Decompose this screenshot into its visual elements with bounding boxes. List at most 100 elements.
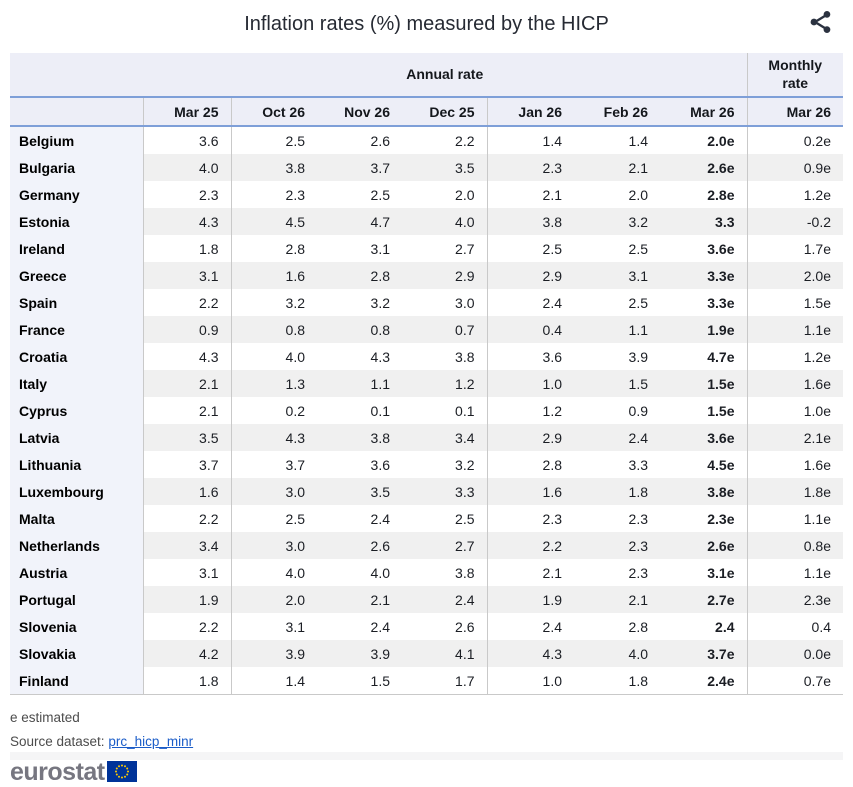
cell-annual-latest: 3.3e (660, 289, 748, 316)
cell-annual: 2.4 (574, 424, 660, 451)
table-row: Lithuania 3.7 3.7 3.6 3.2 2.8 3.3 4.5e 1… (10, 451, 843, 478)
cell-annual: 1.0 (487, 370, 574, 397)
cell-annual: 1.1 (317, 370, 402, 397)
cell-annual: 2.5 (285, 510, 305, 527)
cell-annual-latest: 3.8e (660, 478, 748, 505)
cell-annual: 2.3 (574, 532, 660, 559)
cell-annual: 2.3 (628, 510, 648, 527)
cell-annual: 0.7 (402, 316, 488, 343)
cell-annual: 1.4 (628, 132, 648, 149)
cell-annual: 3.8 (231, 154, 317, 181)
cell-annual: 3.8 (317, 424, 402, 451)
cell-annual: 2.4 (370, 510, 390, 527)
table-body: Belgium 3.6 2.5 2.6 2.2 1.4 1.4 2.0e 0.2… (10, 126, 843, 695)
cell-annual: 2.1 (143, 397, 232, 424)
cell-annual: 4.0 (574, 640, 660, 667)
table-row: Italy 2.1 1.3 1.1 1.2 1.0 1.5 1.5e 1.6e (10, 370, 843, 397)
country-label: Portugal (10, 586, 144, 613)
cell-annual: 2.5 (542, 240, 562, 257)
cell-annual: 2.4 (402, 586, 488, 613)
cell-annual: 2.2 (402, 126, 488, 154)
cell-annual: 0.4 (487, 316, 574, 343)
col-header-monthly: Mar 26 (747, 97, 843, 127)
estimated-note: e estimated (10, 710, 80, 725)
cell-annual-latest: 2.6e (660, 154, 748, 181)
cell-annual: 3.2 (574, 208, 660, 235)
cell-annual: 3.8 (487, 208, 574, 235)
cell-annual: 3.1 (285, 618, 305, 635)
eurostat-logo: eurostat (10, 758, 843, 787)
cell-annual: 3.9 (317, 640, 402, 667)
cell-annual: 1.9 (487, 586, 574, 613)
cell-monthly: 1.1e (747, 316, 843, 343)
country-label: Slovakia (10, 640, 144, 667)
cell-annual: 1.8 (574, 667, 660, 695)
source-dataset-link[interactable]: prc_hicp_minr (108, 734, 194, 749)
cell-annual: 4.3 (143, 343, 232, 370)
share-button[interactable] (807, 9, 835, 37)
table-row: Slovakia 4.2 3.9 3.9 4.1 4.3 4.0 3.7e 0.… (10, 640, 843, 667)
page-title: Inflation rates (%) measured by the HICP (244, 13, 609, 35)
cell-annual: 2.4 (542, 618, 562, 635)
cell-annual: 4.0 (143, 154, 232, 181)
cell-monthly: 0.8e (747, 532, 843, 559)
country-label: Spain (10, 289, 144, 316)
annual-rate-header: Annual rate (143, 53, 747, 98)
cell-annual-latest: 3.3e (660, 262, 748, 289)
cell-annual: 2.3 (628, 564, 648, 581)
cell-annual: 2.2 (143, 289, 232, 316)
table-row: Slovenia 2.2 3.1 2.4 2.6 2.4 2.8 2.4 0.4 (10, 613, 843, 640)
table-row: Ireland 1.8 2.8 3.1 2.7 2.5 2.5 3.6e 1.7… (10, 235, 843, 262)
country-label: Latvia (10, 424, 144, 451)
cell-annual: 4.5 (231, 208, 317, 235)
table-row: Spain 2.2 3.2 3.2 3.0 2.4 2.5 3.3e 1.5e (10, 289, 843, 316)
cell-annual: 3.8 (402, 343, 488, 370)
cell-annual: 1.6 (143, 478, 232, 505)
cell-annual: 3.0 (231, 478, 317, 505)
country-label: Croatia (10, 343, 144, 370)
cell-annual-latest: 1.5e (660, 397, 748, 424)
cell-annual: 1.8 (143, 235, 232, 262)
cell-annual: 2.7 (402, 235, 488, 262)
cell-annual-latest: 2.4e (660, 667, 748, 695)
cell-annual: 3.8 (402, 559, 488, 586)
cell-annual: 3.1 (143, 262, 232, 289)
cell-annual-latest: 2.0e (660, 126, 748, 154)
cell-annual: 2.5 (628, 240, 648, 257)
cell-annual-latest: 1.5e (660, 370, 748, 397)
table-row: Estonia 4.3 4.5 4.7 4.0 3.8 3.2 3.3 -0.2 (10, 208, 843, 235)
cell-annual: 3.1 (143, 559, 232, 586)
cell-annual: 2.1 (143, 370, 232, 397)
cell-monthly: 0.2e (803, 132, 831, 149)
cell-annual: 2.9 (402, 262, 488, 289)
country-label: Germany (10, 181, 144, 208)
col-header: Dec 25 (402, 97, 488, 127)
country-label: Greece (10, 262, 144, 289)
col-header: Mar 26 (660, 97, 748, 127)
cell-annual: 0.8 (231, 316, 317, 343)
country-label: Lithuania (10, 451, 144, 478)
corner-cell (10, 53, 143, 98)
inflation-table: Annual rate Monthly rate Mar 25 Oct 26 No… (10, 53, 843, 695)
cell-annual: 2.2 (143, 613, 232, 640)
country-label: Austria (10, 559, 144, 586)
cell-annual: 4.2 (143, 640, 232, 667)
cell-annual: 3.0 (231, 532, 317, 559)
cell-annual: 2.5 (402, 505, 488, 532)
cell-annual: 2.2 (487, 532, 574, 559)
cell-annual: 3.1 (370, 240, 390, 257)
cell-annual: 3.6 (370, 456, 390, 473)
table-row: Luxembourg 1.6 3.0 3.5 3.3 1.6 1.8 3.8e … (10, 478, 843, 505)
cell-annual: 3.9 (628, 348, 648, 365)
cell-annual: 1.7 (402, 667, 488, 695)
country-label: Bulgaria (10, 154, 144, 181)
table-row: Cyprus 2.1 0.2 0.1 0.1 1.2 0.9 1.5e 1.0e (10, 397, 843, 424)
cell-annual-latest: 1.9e (660, 316, 748, 343)
cell-annual: 4.3 (370, 348, 390, 365)
cell-annual: 1.1 (574, 316, 660, 343)
cell-annual-latest: 3.3 (660, 208, 748, 235)
cell-monthly: 1.6e (803, 456, 831, 473)
country-label: Ireland (10, 235, 144, 262)
cell-annual: 2.1 (317, 586, 402, 613)
cell-annual: 1.4 (542, 132, 562, 149)
